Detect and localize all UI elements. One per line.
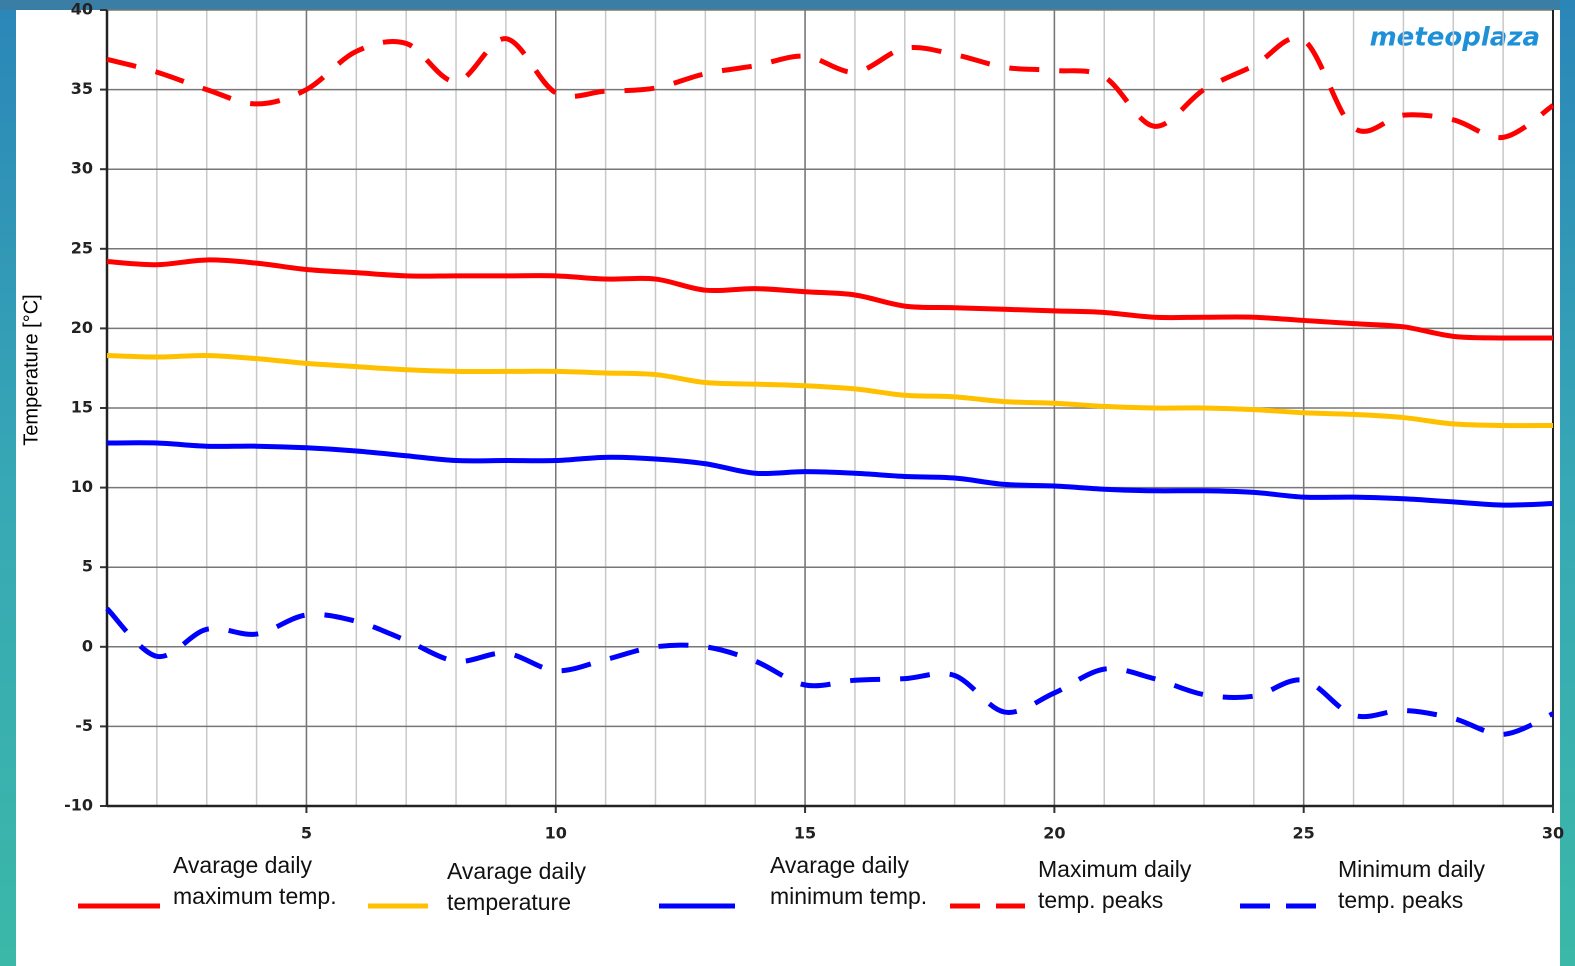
x-tick-label: 30 (1542, 824, 1564, 843)
background-strip (0, 0, 1575, 10)
data-line (107, 609, 1553, 735)
background-strip (1560, 0, 1575, 966)
y-tick-label: 30 (71, 159, 93, 178)
y-tick-label: -5 (75, 716, 93, 735)
chart: Temperature [°C] meteoplaza -10 -5 0 5 10 15 2… (0, 0, 1575, 966)
logo: meteoplaza (1370, 23, 1540, 53)
y-tick-label: 40 (71, 0, 93, 19)
legend-label: Minimum daily temp. peaks (1338, 854, 1528, 916)
background-strip (0, 0, 16, 966)
legend-label: Avarage daily temperature (447, 856, 637, 918)
y-tick-label: 10 (71, 477, 93, 496)
x-tick-label: 20 (1043, 824, 1065, 843)
y-tick-label: 35 (71, 79, 93, 98)
page: {"chart_data": {"type": "line", "logo": … (0, 0, 1575, 966)
legend-label: Avarage daily maximum temp. (173, 850, 363, 912)
data-line (107, 355, 1553, 425)
y-tick-label: 15 (71, 398, 93, 417)
y-tick-label: -10 (64, 796, 93, 815)
legend-label: Avarage daily minimum temp. (770, 850, 960, 912)
legend-label: Maximum daily temp. peaks (1038, 854, 1228, 916)
data-line (107, 260, 1553, 338)
data-line (107, 38, 1553, 138)
x-tick-label: 10 (545, 824, 567, 843)
x-tick-label: 15 (794, 824, 816, 843)
y-tick-label: 25 (71, 238, 93, 257)
y-axis-label: Temperature [°C] (20, 294, 42, 445)
y-tick-label: 20 (71, 318, 93, 337)
y-tick-label: 0 (82, 636, 93, 655)
data-line (107, 443, 1553, 505)
x-tick-label: 5 (301, 824, 312, 843)
x-tick-label: 25 (1293, 824, 1315, 843)
y-tick-label: 5 (82, 557, 93, 576)
